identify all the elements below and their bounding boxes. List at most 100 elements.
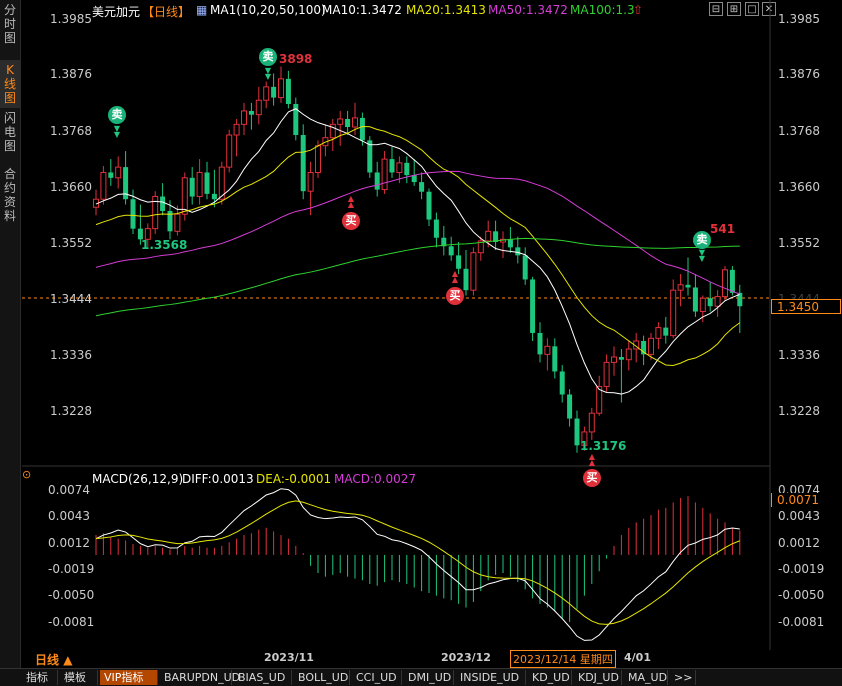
tab-time-chart[interactable]: 分 时 图 <box>3 3 16 45</box>
candle[interactable] <box>144 223 151 248</box>
candle[interactable] <box>611 346 617 376</box>
candle[interactable] <box>278 66 284 103</box>
candle[interactable] <box>137 204 143 245</box>
candle[interactable] <box>152 191 159 234</box>
tab-kline-chart[interactable]: K 线 图 <box>0 60 20 108</box>
tab-indicators[interactable]: 指标 <box>22 670 58 685</box>
candle[interactable] <box>322 124 329 157</box>
candle[interactable] <box>345 110 351 136</box>
candle[interactable] <box>174 205 181 236</box>
candle[interactable] <box>108 159 114 186</box>
candle[interactable] <box>574 410 580 453</box>
candle[interactable] <box>93 189 99 216</box>
period-label[interactable]: 【日线】 <box>142 5 191 19</box>
candle[interactable] <box>233 118 240 157</box>
minimize-icon[interactable]: ⊟ <box>709 2 723 16</box>
candle[interactable] <box>226 129 233 173</box>
chart-canvas[interactable] <box>0 0 842 668</box>
maximize-icon[interactable]: □ <box>745 2 759 16</box>
candle[interactable] <box>167 200 173 240</box>
candle[interactable] <box>552 338 558 379</box>
ma-params[interactable]: MA1(10,20,50,100) <box>210 3 326 17</box>
candle[interactable] <box>456 242 462 275</box>
tab-contract-info[interactable]: 合 约 资 料 <box>3 167 16 223</box>
candle[interactable] <box>189 167 195 205</box>
tab-ma[interactable]: MA_UD <box>624 670 668 685</box>
macd-params[interactable]: MACD(26,12,9) <box>92 472 184 486</box>
candle[interactable] <box>374 161 380 197</box>
candle[interactable] <box>544 338 551 371</box>
candle[interactable] <box>581 426 588 451</box>
candle[interactable] <box>515 236 521 264</box>
candle[interactable] <box>285 70 291 109</box>
candle[interactable] <box>477 236 484 261</box>
close-icon[interactable]: ✕ <box>762 2 776 16</box>
candle[interactable] <box>463 250 469 296</box>
candle[interactable] <box>500 231 506 259</box>
tab-cci[interactable]: CCI_UD <box>352 670 402 685</box>
tab-more[interactable]: >> <box>670 670 696 685</box>
candle[interactable] <box>307 161 314 216</box>
candle[interactable] <box>729 266 735 296</box>
candle[interactable] <box>426 188 432 226</box>
candle[interactable] <box>448 236 454 261</box>
candle[interactable] <box>714 290 721 317</box>
candle[interactable] <box>567 389 573 427</box>
candle[interactable] <box>381 151 388 194</box>
candle[interactable] <box>692 274 698 317</box>
candle[interactable] <box>211 169 217 208</box>
buy-signal-marker[interactable]: 买 <box>583 469 601 487</box>
candle[interactable] <box>359 112 365 146</box>
candle[interactable] <box>603 354 610 392</box>
tab-flash-chart[interactable]: 闪 电 图 <box>3 111 16 153</box>
candle[interactable] <box>271 73 277 106</box>
candle[interactable] <box>677 274 684 307</box>
candle[interactable] <box>404 156 410 184</box>
candle[interactable] <box>293 97 299 141</box>
tab-boll[interactable]: BOLL_UD <box>294 670 350 685</box>
candle[interactable] <box>530 276 536 341</box>
candle[interactable] <box>655 322 662 350</box>
candle[interactable] <box>263 81 270 109</box>
candle[interactable] <box>722 266 728 301</box>
candle[interactable] <box>441 225 447 256</box>
candle[interactable] <box>337 110 344 146</box>
candle[interactable] <box>470 247 477 296</box>
candle[interactable] <box>196 159 203 205</box>
tab-bias[interactable]: BIAS_UD <box>234 670 292 685</box>
candle[interactable] <box>707 282 713 312</box>
tab-kdj[interactable]: KDJ_UD <box>574 670 622 685</box>
candle[interactable] <box>670 279 677 339</box>
candle[interactable] <box>115 156 122 189</box>
sell-signal-marker[interactable]: 卖 <box>108 106 126 124</box>
candle[interactable] <box>329 118 336 152</box>
buy-signal-marker[interactable]: 买 <box>446 287 464 305</box>
candle[interactable] <box>389 146 395 178</box>
tab-vip-indicators[interactable]: VIP指标 <box>100 670 158 685</box>
candle[interactable] <box>641 335 647 366</box>
candle[interactable] <box>367 136 373 178</box>
indicator-icon[interactable]: ▦ <box>196 3 208 17</box>
tab-templates[interactable]: 模板 <box>60 670 98 685</box>
candle[interactable] <box>522 247 528 285</box>
tab-barupdn[interactable]: BARUPDN_UD <box>160 670 240 685</box>
candle[interactable] <box>100 166 107 205</box>
period-switch[interactable]: 日线 ▲ <box>35 651 72 668</box>
candle[interactable] <box>588 407 595 440</box>
candle[interactable] <box>255 86 262 125</box>
candle[interactable] <box>737 284 743 333</box>
candle[interactable] <box>204 161 210 200</box>
sell-signal-marker[interactable]: 卖 <box>259 48 277 66</box>
tab-inside[interactable]: INSIDE_UD <box>456 670 526 685</box>
candle[interactable] <box>130 189 136 234</box>
candle[interactable] <box>493 220 499 251</box>
candle[interactable] <box>625 340 632 371</box>
settings-dot-icon[interactable]: ⊙ <box>22 468 32 481</box>
candle[interactable] <box>248 102 254 130</box>
grid-icon[interactable]: ⊞ <box>727 2 741 16</box>
candle[interactable] <box>419 172 425 200</box>
candle[interactable] <box>537 322 543 363</box>
candle[interactable] <box>663 316 669 344</box>
candle[interactable] <box>218 161 225 205</box>
candle[interactable] <box>648 332 654 360</box>
